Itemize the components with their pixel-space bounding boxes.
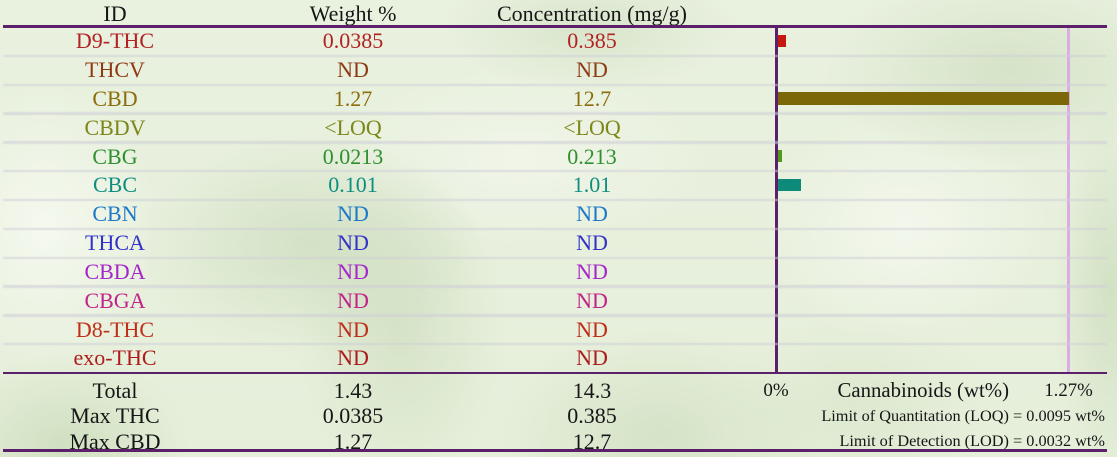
weight-cell: 0.0385 — [322, 28, 384, 54]
concentration-cell: ND — [576, 287, 608, 313]
column-header-weight: Weight % — [309, 1, 397, 26]
axis-max-tick-label: 1.27% — [1044, 379, 1093, 401]
bottom-rule — [3, 449, 1107, 453]
summary-concentration: 12.7 — [572, 428, 612, 454]
row-separator — [3, 314, 1107, 317]
weight-cell: 0.101 — [328, 172, 378, 198]
id-cell: CBD — [92, 85, 138, 111]
row-separator — [3, 198, 1107, 202]
axis-zero-tick-label: 0% — [763, 379, 789, 401]
weight-cell: ND — [337, 345, 369, 371]
concentration-cell: ND — [576, 230, 608, 256]
concentration-cell: ND — [576, 57, 608, 83]
concentration-cell: ND — [576, 345, 608, 371]
concentration-cell: 0.385 — [567, 28, 617, 54]
id-cell: THCV — [85, 57, 145, 83]
weight-cell: 1.27 — [333, 85, 373, 111]
bar-cbd — [777, 92, 1069, 105]
id-cell: CBDV — [84, 114, 146, 140]
lod-note: Limit of Detection (LOD) = 0.0032 wt% — [839, 431, 1105, 451]
concentration-cell: ND — [576, 258, 608, 284]
id-cell: CBN — [92, 201, 138, 227]
row-separator — [3, 343, 1107, 346]
row-separator — [3, 141, 1107, 144]
column-header-id: ID — [103, 1, 127, 26]
id-cell: D8-THC — [75, 316, 155, 342]
weight-cell: ND — [337, 57, 369, 83]
summary-label: Total — [92, 377, 138, 403]
row-separator — [3, 83, 1107, 87]
summary-concentration: 14.3 — [572, 377, 612, 403]
weight-cell: ND — [337, 230, 369, 256]
summary-label: Max THC — [70, 403, 160, 429]
column-header-concentration: Concentration (mg/g) — [496, 1, 688, 26]
weight-cell: 0.0213 — [322, 143, 384, 169]
id-cell: CBGA — [84, 287, 146, 313]
weight-cell: <LOQ — [324, 114, 382, 140]
bar-cbg — [777, 149, 783, 163]
row-separator — [3, 285, 1107, 288]
bar-d9-thc — [777, 34, 787, 48]
summary-weight: 1.43 — [333, 377, 373, 403]
row-separator — [3, 54, 1107, 58]
weight-cell: ND — [337, 201, 369, 227]
concentration-cell: 0.213 — [567, 143, 617, 169]
axis-title: Cannabinoids (wt%) — [837, 378, 1010, 402]
concentration-cell: 1.01 — [572, 172, 612, 198]
summary-label: Max CBD — [69, 428, 161, 454]
summary-rule — [3, 371, 1107, 375]
weight-cell: ND — [337, 258, 369, 284]
bar-cbc — [777, 178, 801, 192]
concentration-cell: <LOQ — [563, 114, 621, 140]
id-cell: THCA — [85, 230, 145, 256]
summary-weight: 0.0385 — [322, 403, 384, 429]
row-separator — [3, 256, 1107, 259]
summary-concentration: 0.385 — [567, 403, 617, 429]
weight-cell: ND — [337, 316, 369, 342]
id-cell: CBC — [92, 172, 138, 198]
row-separator — [3, 227, 1107, 231]
header-rule — [3, 25, 1107, 28]
id-cell: CBDA — [84, 258, 146, 284]
concentration-cell: ND — [576, 316, 608, 342]
weight-cell: ND — [337, 287, 369, 313]
row-separator — [3, 170, 1107, 173]
id-cell: CBG — [92, 143, 138, 169]
loq-note: Limit of Quantitation (LOQ) = 0.0095 wt% — [821, 405, 1105, 425]
summary-weight: 1.27 — [333, 428, 373, 454]
id-cell: D9-THC — [75, 28, 155, 54]
id-cell: exo-THC — [73, 345, 157, 371]
concentration-cell: ND — [576, 201, 608, 227]
row-separator — [3, 112, 1107, 115]
concentration-cell: 12.7 — [572, 85, 612, 111]
